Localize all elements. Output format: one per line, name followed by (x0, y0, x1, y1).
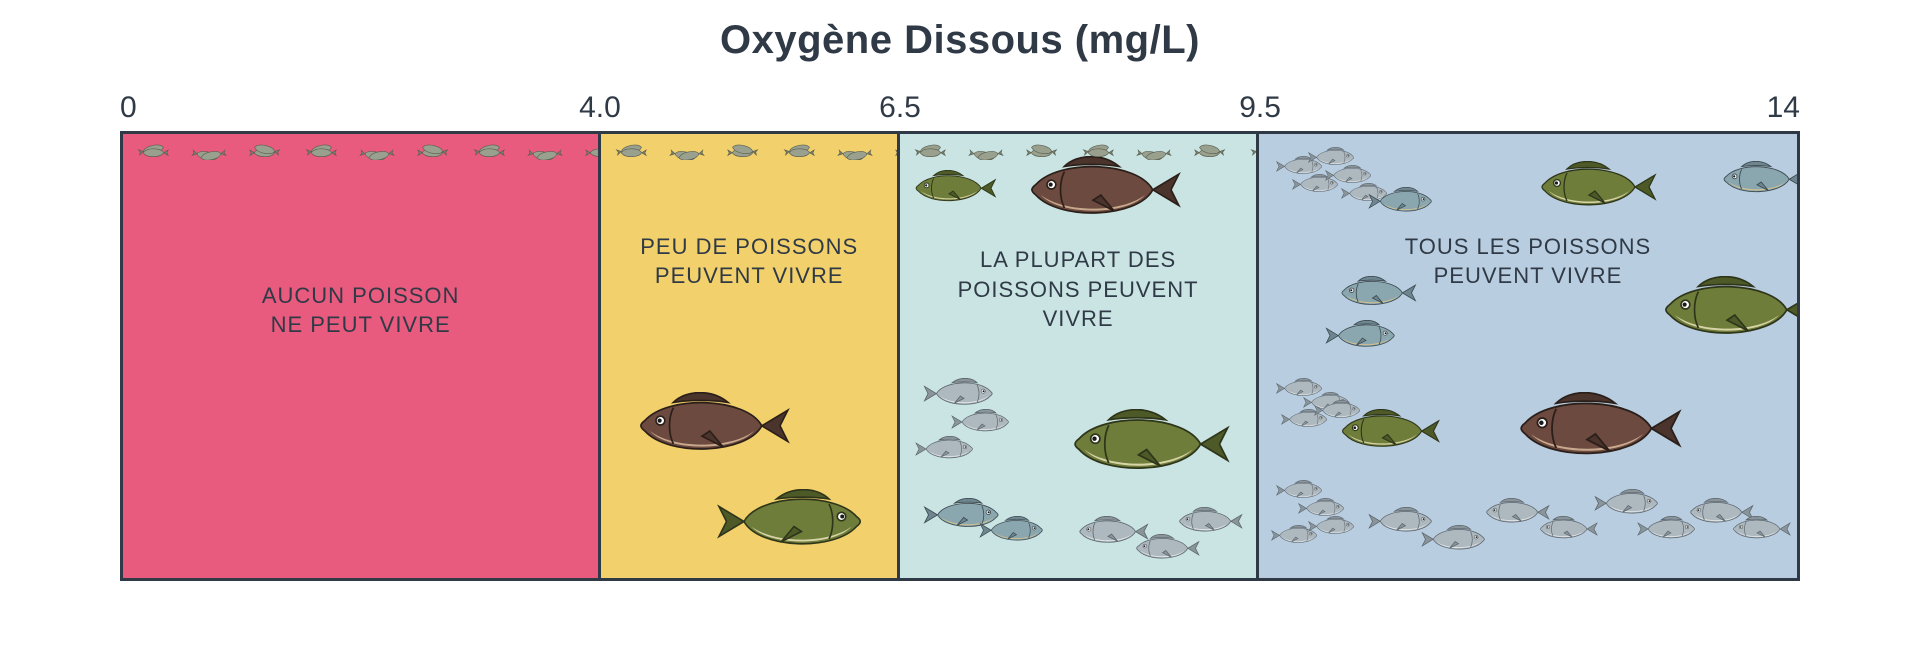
dead-fish-layer-icon (900, 134, 1259, 160)
fish-icon (1539, 161, 1659, 213)
axis-ticks: 04.06.59.514 + (120, 91, 1800, 131)
dead-fish-layer-icon (123, 134, 601, 160)
fish-icon (1517, 392, 1685, 465)
fish-icon (1593, 489, 1659, 518)
chart-segment: TOUS LES POISSONS PEUVENT VIVRE (1259, 134, 1797, 578)
dead-fish-layer-icon (601, 134, 900, 160)
chart-title: Oxygène Dissous (mg/L) (720, 18, 1200, 63)
fish-icon (714, 489, 864, 554)
chart-bars: AUCUN POISSON NE PEUT VIVRE (120, 131, 1800, 581)
fish-icon (922, 378, 994, 409)
segment-label: AUCUN POISSON NE PEUT VIVRE (147, 281, 575, 340)
fish-icon (1307, 516, 1355, 537)
axis-tick: 4.0 (579, 91, 621, 125)
fish-icon (1367, 187, 1433, 216)
fish-icon (1071, 409, 1233, 479)
fish-icon (950, 409, 1010, 435)
axis-tick: 0 (120, 91, 137, 125)
dead-fish-layer (123, 134, 598, 160)
fish-icon (637, 392, 793, 460)
fish-icon (1324, 320, 1396, 351)
fish-icon (1420, 525, 1486, 554)
fish-icon (914, 436, 974, 462)
dead-fish-layer (900, 134, 1256, 160)
fish-icon (1340, 409, 1442, 453)
chart-segment: LA PLUPART DES POISSONS PEUVENT VIVRE (900, 134, 1259, 578)
chart-segment: PEU DE POISSONS PEUVENT VIVRE (601, 134, 900, 578)
fish-icon (1539, 516, 1599, 542)
fish-icon (914, 170, 998, 206)
axis-tick: 6.5 (879, 91, 921, 125)
fish-icon (1178, 507, 1244, 536)
segment-label: LA PLUPART DES POISSONS PEUVENT VIVRE (918, 245, 1238, 334)
chart-segment: AUCUN POISSON NE PEUT VIVRE (123, 134, 601, 578)
segment-label: PEU DE POISSONS PEUVENT VIVRE (616, 232, 882, 291)
fish-icon (1636, 516, 1696, 542)
oxygen-chart: 04.06.59.514 + (120, 91, 1800, 581)
fish-icon (1028, 156, 1184, 224)
segment-label: TOUS LES POISSONS PEUVENT VIVRE (1286, 232, 1770, 291)
fish-icon (1732, 516, 1792, 542)
fish-icon (1135, 534, 1201, 563)
dead-fish-layer (601, 134, 897, 160)
axis-tick: 9.5 (1239, 91, 1281, 125)
fish-icon (978, 516, 1044, 545)
fish-icon (1722, 161, 1797, 197)
